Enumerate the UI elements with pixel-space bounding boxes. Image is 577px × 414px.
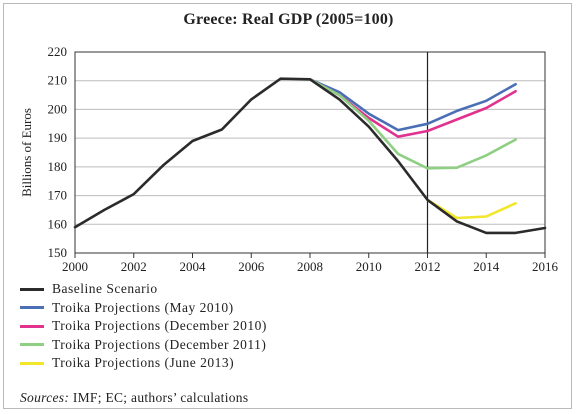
x-tick-label-2016: 2016 [532, 259, 559, 274]
x-tick-label-2000: 2000 [62, 259, 88, 274]
legend-item-2: Troika Projections (December 2010) [20, 317, 267, 336]
chart-legend: Baseline Scenario Troika Projections (May… [20, 280, 267, 373]
legend-item-4: Troika Projections (June 2013) [20, 354, 267, 373]
plot-area [74, 51, 546, 254]
legend-swatch-0 [20, 287, 44, 291]
y-tick-label-150: 150 [48, 245, 68, 260]
legend-item-3: Troika Projections (December 2011) [20, 336, 267, 355]
series-line-3 [308, 78, 517, 170]
source-text: IMF; EC; authors’ calculations [69, 390, 249, 405]
legend-label-0: Baseline Scenario [52, 281, 158, 297]
series-line-0 [73, 77, 547, 235]
chart-frame [3, 3, 572, 409]
y-tick-label-190: 190 [48, 130, 68, 145]
legend-item-0: Baseline Scenario [20, 280, 267, 299]
x-tick-label-2010: 2010 [356, 259, 382, 274]
y-tick-label-220: 220 [48, 44, 68, 59]
legend-label-4: Troika Projections (June 2013) [52, 355, 235, 371]
line-chart: 150 160 170 180 190 200 210 220 2000 2002 2004 2006… [19, 44, 559, 274]
legend-item-1: Troika Projections (May 2010) [20, 299, 267, 318]
y-tick-label-210: 210 [48, 73, 68, 88]
legend-swatch-2 [20, 324, 44, 328]
source-note: Sources: IMF; EC; authors’ calculations [20, 390, 248, 406]
series-line-1 [308, 78, 517, 132]
legend-swatch-4 [20, 361, 44, 365]
y-axis-label: Billions of Euros [19, 108, 34, 197]
source-label: Sources: [20, 390, 70, 405]
legend-label-2: Troika Projections (December 2010) [52, 318, 267, 334]
y-tick-label-180: 180 [48, 159, 68, 174]
legend-label-3: Troika Projections (December 2011) [52, 336, 267, 352]
x-tick-label-2006: 2006 [238, 259, 265, 274]
y-tick-label-160: 160 [48, 216, 68, 231]
x-tick-label-2008: 2008 [297, 259, 323, 274]
legend-swatch-1 [20, 306, 44, 310]
legend-label-1: Troika Projections (May 2010) [52, 299, 234, 315]
chart-title: Greece: Real GDP (2005=100) [183, 11, 394, 28]
legend-swatch-3 [20, 343, 44, 347]
series-line-4 [426, 198, 517, 220]
y-tick-label-200: 200 [48, 101, 68, 116]
y-tick-label-170: 170 [48, 188, 68, 203]
x-tick-label-2014: 2014 [473, 259, 500, 274]
x-tick-label-2002: 2002 [121, 259, 147, 274]
x-tick-label-2012: 2012 [415, 259, 441, 274]
x-tick-label-2004: 2004 [180, 259, 207, 274]
